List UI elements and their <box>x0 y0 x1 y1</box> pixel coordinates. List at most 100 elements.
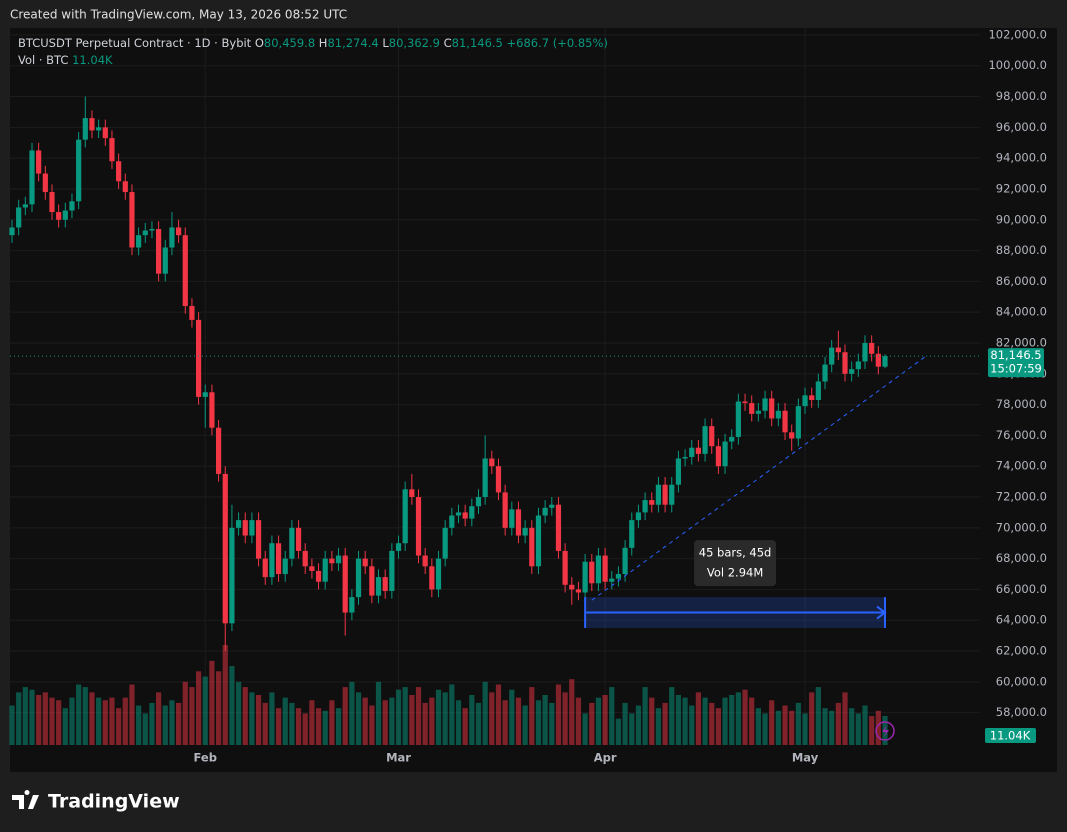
l-value: 80,362.9 <box>389 36 440 50</box>
candle-body <box>489 458 495 467</box>
volume-bar <box>462 708 468 745</box>
x-tick-label: May <box>792 751 819 765</box>
candle-body <box>422 555 428 567</box>
volume-bar <box>389 697 395 745</box>
volume-bar <box>555 684 562 745</box>
y-tick-label: 64,000.0 <box>996 613 1047 627</box>
alert-icon[interactable] <box>875 721 895 741</box>
candle-body <box>36 150 42 174</box>
vol-legend: Vol · BTC 11.04K <box>18 53 113 67</box>
candle-body <box>549 504 555 508</box>
candle-body <box>495 466 502 493</box>
candle-body <box>169 227 175 248</box>
candle-body <box>735 401 741 437</box>
candle-body <box>775 410 781 419</box>
candle-body <box>195 319 202 397</box>
candle-body <box>629 520 635 548</box>
volume-bar <box>762 713 768 745</box>
candle-body <box>429 566 435 590</box>
y-tick-label: 88,000.0 <box>996 243 1047 257</box>
candle-body <box>669 484 675 505</box>
volume-bar <box>275 708 282 745</box>
volume-bar <box>202 676 208 745</box>
y-tick-label: 98,000.0 <box>996 89 1047 103</box>
candle-body <box>242 520 248 536</box>
volume-bar <box>615 718 622 745</box>
y-tick-label: 94,000.0 <box>996 151 1047 165</box>
y-tick-label: 66,000.0 <box>996 582 1047 596</box>
l-key: L <box>382 36 389 50</box>
volume-bar <box>242 687 248 745</box>
x-tick-label: Apr <box>594 751 617 765</box>
candle-body <box>842 352 848 374</box>
countdown-label: 15:07:59 <box>990 362 1042 376</box>
candle-body <box>22 204 28 208</box>
volume-bar <box>335 708 342 745</box>
volume-bar <box>9 705 15 745</box>
candle-body <box>522 527 528 536</box>
volume-bar <box>122 697 128 745</box>
candle-body <box>322 558 328 582</box>
volume-bar <box>395 689 402 745</box>
vol-key: Vol · BTC <box>18 53 68 67</box>
candle-body <box>509 509 515 528</box>
volume-bar <box>682 697 688 745</box>
candle-body <box>755 410 761 414</box>
volume-bar <box>162 705 168 745</box>
candle-body <box>229 527 235 624</box>
volume-bar <box>269 692 275 745</box>
volume-bar <box>562 692 568 745</box>
candle-body <box>42 173 48 193</box>
volume-bar <box>642 687 648 745</box>
candle-body <box>149 229 155 231</box>
volume-bar <box>142 713 148 745</box>
x-tick-label: Mar <box>386 751 411 765</box>
candle-body <box>562 550 568 585</box>
candle-body <box>329 558 335 564</box>
volume-bar <box>842 692 848 745</box>
vol-value: 11.04K <box>72 53 113 67</box>
candle-body <box>96 127 102 131</box>
price-tag-label: 81,146.5 <box>990 348 1041 362</box>
volume-bar <box>215 671 222 745</box>
y-tick-label: 102,000.0 <box>988 27 1047 41</box>
volume-bar <box>795 702 801 745</box>
candle-body <box>722 441 728 467</box>
candle-body <box>682 456 688 459</box>
candle-body <box>382 577 388 591</box>
candle-body <box>282 558 288 575</box>
alert-circle[interactable] <box>875 721 895 741</box>
candle-body <box>109 138 115 162</box>
volume-bar <box>209 660 215 745</box>
grid <box>10 28 980 745</box>
candle-body <box>582 561 588 593</box>
legend-line: BTCUSDT Perpetual Contract · 1D · Bybit … <box>18 36 608 50</box>
volume-bar <box>815 687 821 745</box>
volume-bar <box>322 710 328 745</box>
volume-bar <box>715 708 721 745</box>
volume-bar <box>802 713 808 745</box>
volume-bar <box>156 692 162 745</box>
volume-bars <box>9 645 888 745</box>
candle-body <box>142 230 148 236</box>
candle-body <box>615 574 622 579</box>
volume-bar <box>489 692 495 745</box>
candle-body <box>622 547 628 575</box>
candle-body <box>215 427 222 474</box>
volume-bar <box>109 697 115 745</box>
candle-body <box>102 127 108 139</box>
volume-bar <box>675 695 682 745</box>
candle-body <box>595 555 602 584</box>
volume-bar <box>235 681 242 745</box>
volume-bar <box>722 697 728 745</box>
logo-text: TradingView <box>48 791 180 813</box>
x-tick-label: Feb <box>194 751 217 765</box>
volume-bar <box>649 697 655 745</box>
candle-body <box>822 364 828 382</box>
volume-bar <box>869 716 875 745</box>
candle-body <box>409 489 415 498</box>
candle-body <box>535 515 542 567</box>
volume-bar <box>669 687 675 745</box>
candle-body <box>575 589 582 593</box>
